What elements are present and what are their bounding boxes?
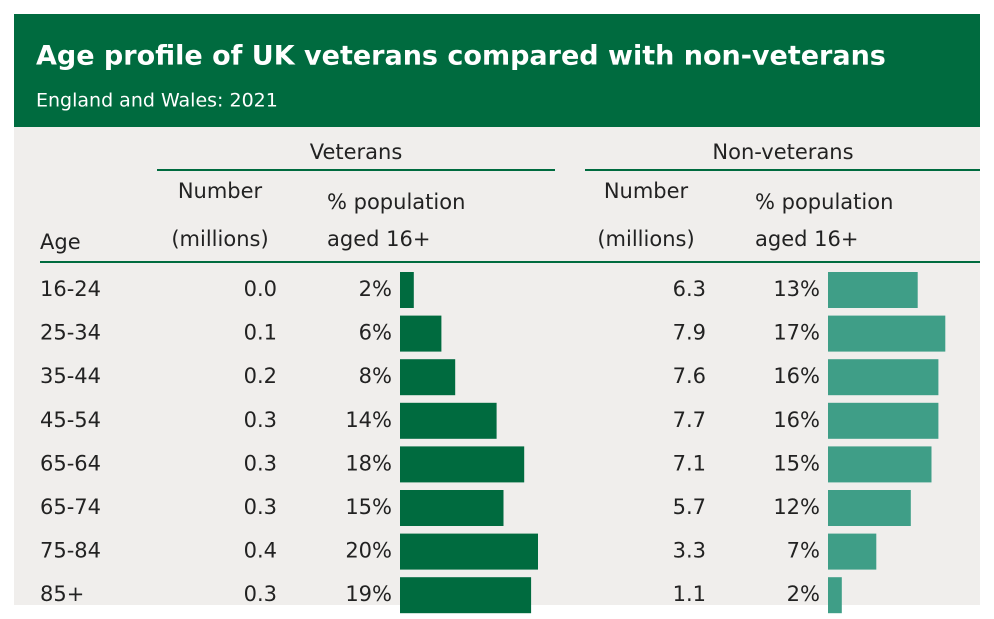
percent-label: 13% (773, 277, 820, 301)
number-cell: 0.0 (244, 277, 277, 301)
bar (400, 402, 497, 439)
bar (828, 490, 911, 526)
number-cell: 0.1 (244, 321, 277, 345)
bar (400, 577, 532, 614)
number-cell: 7.7 (673, 408, 706, 432)
column-header: % population (327, 190, 465, 214)
percent-label: 2% (359, 277, 392, 301)
bar (828, 446, 932, 483)
bar (828, 359, 939, 396)
age-label: 85+ (40, 582, 84, 606)
bar (828, 315, 946, 352)
column-header: aged 16+ (755, 227, 858, 251)
bar (400, 272, 414, 308)
title: Age profile of UK veterans compared with… (36, 41, 886, 72)
percent-label: 12% (773, 495, 820, 519)
number-cell: 3.3 (673, 539, 706, 563)
bar (828, 272, 918, 308)
age-label: 65-64 (40, 451, 101, 475)
column-header: % population (755, 190, 893, 214)
percent-label: 2% (787, 582, 820, 606)
bar (400, 359, 456, 396)
bar (400, 490, 504, 526)
group-header: Non-veterans (712, 140, 853, 164)
percent-label: 7% (787, 539, 820, 563)
number-cell: 7.6 (673, 364, 706, 388)
number-cell: 0.3 (244, 495, 277, 519)
column-header: (millions) (171, 227, 268, 251)
age-label: 16-24 (40, 277, 101, 301)
percent-label: 6% (359, 321, 392, 345)
bar (828, 402, 939, 439)
bar (828, 577, 842, 614)
percent-label: 8% (359, 364, 392, 388)
subtitle: England and Wales: 2021 (36, 90, 278, 112)
age-label: 25-34 (40, 321, 101, 345)
bar (400, 446, 525, 483)
header-band (14, 14, 980, 127)
column-header: aged 16+ (327, 227, 430, 251)
number-cell: 7.9 (673, 321, 706, 345)
column-header: (millions) (597, 227, 694, 251)
number-cell: 5.7 (673, 495, 706, 519)
percent-label: 14% (345, 408, 392, 432)
number-cell: 1.1 (673, 582, 706, 606)
percent-label: 19% (345, 582, 392, 606)
percent-label: 16% (773, 364, 820, 388)
column-header: Number (178, 179, 263, 203)
percent-label: 17% (773, 321, 820, 345)
number-cell: 0.4 (244, 539, 277, 563)
number-cell: 0.3 (244, 582, 277, 606)
number-cell: 7.1 (673, 451, 706, 475)
percent-label: 15% (773, 451, 820, 475)
age-label: 45-54 (40, 408, 101, 432)
number-cell: 0.3 (244, 451, 277, 475)
number-cell: 6.3 (673, 277, 706, 301)
group-header: Veterans (310, 140, 403, 164)
percent-label: 18% (345, 451, 392, 475)
number-cell: 0.2 (244, 364, 277, 388)
number-cell: 0.3 (244, 408, 277, 432)
percent-label: 16% (773, 408, 820, 432)
age-label: 65-74 (40, 495, 101, 519)
column-header: Number (604, 179, 689, 203)
bar (400, 315, 442, 352)
percent-label: 15% (345, 495, 392, 519)
age-label: 35-44 (40, 364, 101, 388)
percent-label: 20% (345, 539, 392, 563)
bar (828, 533, 877, 570)
column-header: Age (40, 230, 81, 254)
age-label: 75-84 (40, 539, 101, 563)
bar (400, 533, 538, 570)
